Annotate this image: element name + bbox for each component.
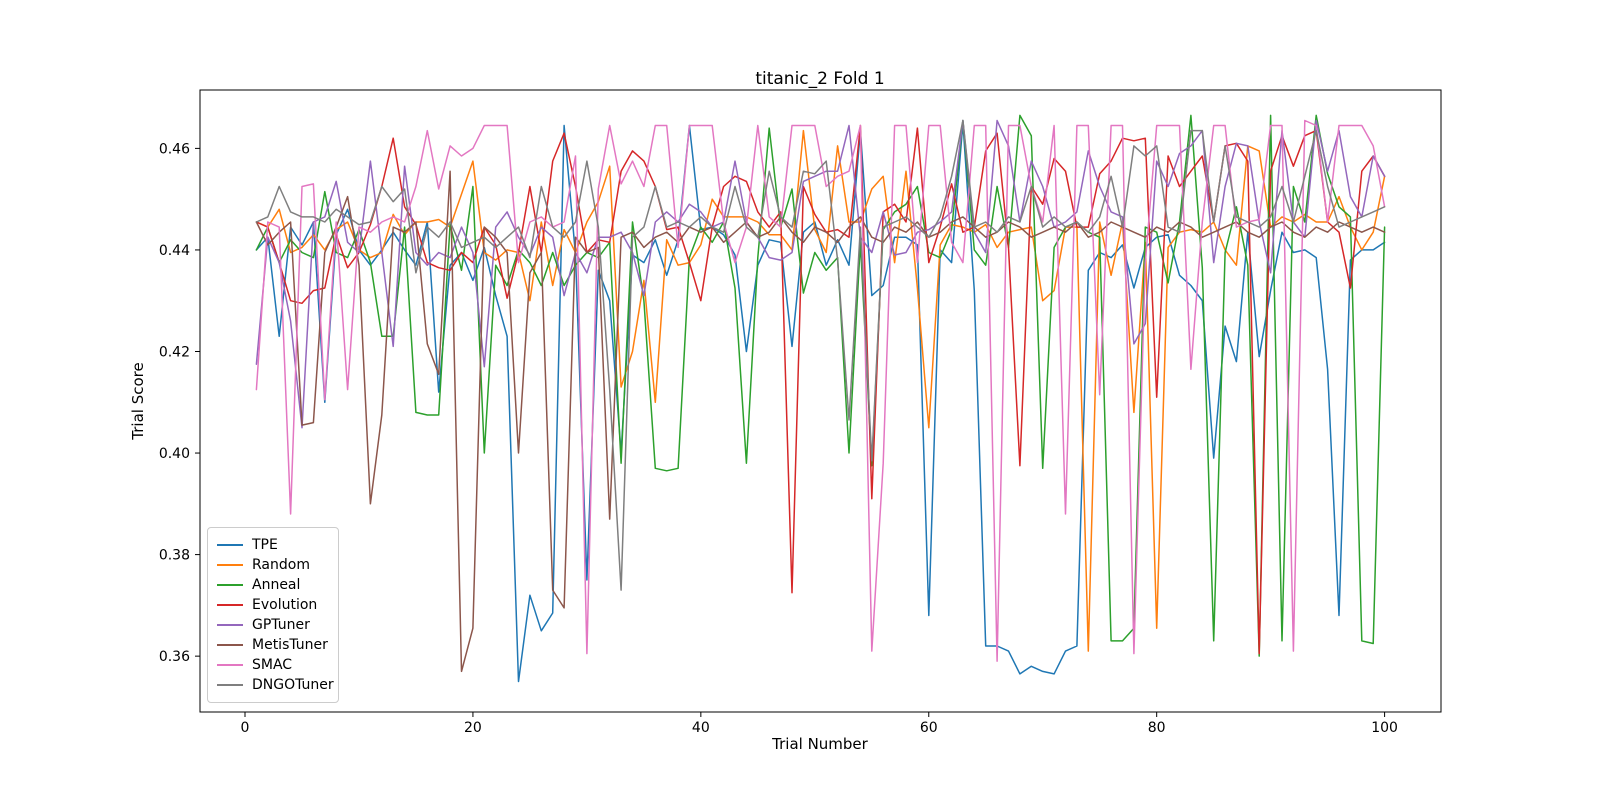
legend-label: Random bbox=[252, 557, 310, 573]
y-tick-label: 0.44 bbox=[159, 243, 190, 259]
legend-label: Evolution bbox=[252, 597, 318, 613]
legend-item-gptuner: GPTuner bbox=[217, 615, 329, 635]
legend-line-swatch bbox=[217, 564, 243, 566]
series-line-dngotuner bbox=[255, 119, 1386, 591]
x-tick-label: 0 bbox=[241, 720, 250, 736]
series-line-random bbox=[255, 129, 1386, 652]
legend-label: GPTuner bbox=[252, 617, 310, 633]
y-tick-label: 0.42 bbox=[159, 344, 190, 360]
legend-label: DNGOTuner bbox=[252, 677, 334, 693]
legend-item-metistuner: MetisTuner bbox=[217, 635, 329, 655]
legend-item-tpe: TPE bbox=[217, 535, 329, 555]
legend-line-swatch bbox=[217, 684, 243, 686]
plot-border bbox=[199, 89, 1442, 713]
legend-label: Anneal bbox=[252, 577, 301, 593]
y-tick-label: 0.40 bbox=[159, 446, 190, 462]
legend-label: MetisTuner bbox=[252, 637, 328, 653]
legend-item-evolution: Evolution bbox=[217, 595, 329, 615]
legend: TPE Random Anneal Evolution GPTuner Meti… bbox=[207, 527, 339, 703]
series-line-anneal bbox=[255, 114, 1386, 657]
y-tick-label: 0.38 bbox=[159, 548, 190, 564]
series-line-gptuner bbox=[255, 119, 1386, 429]
y-axis-ticks: 0.36 0.38 0.40 0.42 0.44 0.46 bbox=[159, 141, 200, 665]
x-axis-label: Trial Number bbox=[771, 735, 869, 753]
x-tick-label: 80 bbox=[1148, 720, 1166, 736]
legend-label: SMAC bbox=[252, 657, 293, 673]
chart-title: titanic_2 Fold 1 bbox=[755, 69, 884, 89]
legend-line-swatch bbox=[217, 584, 243, 586]
legend-item-random: Random bbox=[217, 555, 329, 575]
y-tick-label: 0.36 bbox=[159, 649, 190, 665]
series-line-metistuner bbox=[255, 170, 1386, 673]
x-tick-label: 60 bbox=[920, 720, 938, 736]
legend-line-swatch bbox=[217, 624, 243, 626]
y-tick-label: 0.46 bbox=[159, 141, 190, 157]
legend-item-smac: SMAC bbox=[217, 655, 329, 675]
legend-item-anneal: Anneal bbox=[217, 575, 329, 595]
legend-line-swatch bbox=[217, 604, 243, 606]
x-tick-label: 20 bbox=[464, 720, 482, 736]
series-lines bbox=[255, 114, 1386, 683]
x-axis-ticks: 0 20 40 60 80 100 bbox=[241, 712, 1398, 736]
legend-item-dngotuner: DNGOTuner bbox=[217, 675, 334, 695]
legend-label: TPE bbox=[252, 537, 278, 553]
x-tick-label: 40 bbox=[692, 720, 710, 736]
series-line-smac bbox=[255, 119, 1386, 662]
x-tick-label: 100 bbox=[1371, 720, 1398, 736]
legend-line-swatch bbox=[217, 644, 243, 646]
y-axis-label: Trial Score bbox=[129, 362, 147, 440]
legend-line-swatch bbox=[217, 544, 243, 546]
legend-line-swatch bbox=[217, 664, 243, 666]
